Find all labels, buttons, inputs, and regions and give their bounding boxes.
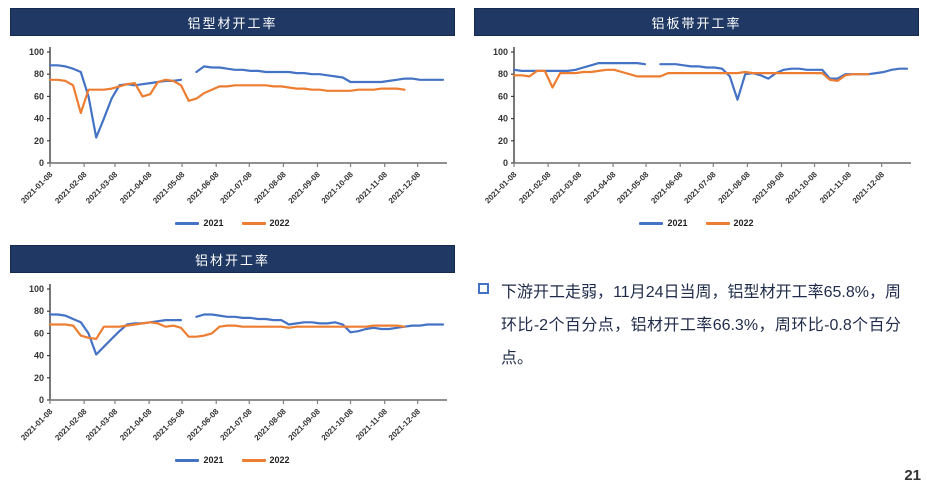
svg-text:80: 80: [498, 69, 508, 79]
svg-text:0: 0: [503, 158, 508, 168]
svg-text:2021-01-08: 2021-01-08: [19, 170, 55, 206]
legend-item-2022: 2022: [241, 218, 290, 228]
svg-text:80: 80: [34, 306, 44, 316]
legend-label: 2022: [269, 455, 290, 465]
svg-text:60: 60: [34, 328, 44, 338]
svg-text:2021-05-08: 2021-05-08: [615, 170, 651, 206]
svg-text:2021-06-08: 2021-06-08: [185, 407, 221, 443]
svg-text:60: 60: [34, 91, 44, 101]
svg-text:2021-03-08: 2021-03-08: [84, 170, 120, 206]
svg-text:100: 100: [493, 47, 508, 57]
aluminum-material-chart-card: 铝材开工率 0 20 40 60 80 100 2021-01-08 2021-02-08 20…: [10, 245, 455, 467]
commentary-block: 下游开工走弱，11月24日当周，铝型材开工率65.8%，周环比-2个百分点，铝材…: [478, 276, 908, 375]
svg-text:2021-05-08: 2021-05-08: [151, 170, 187, 206]
svg-text:2021-08-08: 2021-08-08: [253, 170, 289, 206]
line-swatch-icon: [175, 458, 200, 462]
svg-text:2021-04-08: 2021-04-08: [582, 170, 618, 206]
line-swatch-icon: [175, 221, 200, 225]
svg-text:0: 0: [39, 395, 44, 405]
legend-label: 2021: [667, 218, 688, 228]
legend-label: 2021: [203, 455, 224, 465]
legend-item-2021: 2021: [175, 455, 224, 465]
chart-title-bar: 铝材开工率: [10, 245, 455, 273]
svg-text:2021-12-08: 2021-12-08: [851, 170, 887, 206]
chart-legend: 2021 2022: [10, 453, 455, 467]
chart-title: 铝板带开工率: [651, 15, 742, 31]
svg-text:2021-01-08: 2021-01-08: [483, 170, 519, 206]
svg-text:2021-08-08: 2021-08-08: [253, 407, 289, 443]
svg-text:80: 80: [34, 69, 44, 79]
svg-text:20: 20: [498, 136, 508, 146]
svg-text:2021-09-08: 2021-09-08: [751, 170, 787, 206]
svg-text:2021-06-08: 2021-06-08: [185, 170, 221, 206]
svg-text:2021-09-08: 2021-09-08: [287, 170, 323, 206]
svg-text:2021-05-08: 2021-05-08: [151, 407, 187, 443]
svg-text:2021-04-08: 2021-04-08: [118, 407, 154, 443]
square-bullet-icon: [478, 283, 489, 294]
svg-text:2021-07-08: 2021-07-08: [682, 170, 718, 206]
svg-text:100: 100: [29, 284, 44, 294]
svg-text:2021-10-08: 2021-10-08: [320, 170, 356, 206]
svg-text:2021-11-08: 2021-11-08: [354, 407, 389, 442]
chart-legend: 2021 2022: [10, 216, 455, 230]
svg-text:60: 60: [498, 91, 508, 101]
legend-item-2022: 2022: [705, 218, 754, 228]
line-swatch-icon: [639, 221, 664, 225]
aluminum-plate-strip-chart-card: 铝板带开工率 0 20 40 60 80 100 2021-01-08 2021-02-08 2…: [474, 8, 919, 230]
svg-text:2021-02-08: 2021-02-08: [53, 170, 89, 206]
chart-title-bar: 铝板带开工率: [474, 8, 919, 36]
legend-item-2022: 2022: [241, 455, 290, 465]
chart-title: 铝材开工率: [194, 252, 270, 268]
svg-text:2021-02-08: 2021-02-08: [517, 170, 553, 206]
svg-text:0: 0: [39, 158, 44, 168]
svg-text:2021-06-08: 2021-06-08: [649, 170, 685, 206]
svg-text:2021-03-08: 2021-03-08: [548, 170, 584, 206]
aluminum-profile-chart-card: 铝型材开工率 0 20 40 60 80 100 2021-01-08 2021-02-08 2…: [10, 8, 455, 230]
svg-text:2021-10-08: 2021-10-08: [320, 407, 356, 443]
chart-legend: 2021 2022: [474, 216, 919, 230]
line-chart: 0 20 40 60 80 100 2021-01-082021-02-082021-03-…: [19, 284, 447, 443]
svg-text:2021-01-08: 2021-01-08: [19, 407, 55, 443]
svg-text:100: 100: [29, 47, 44, 57]
svg-text:2021-07-08: 2021-07-08: [218, 407, 254, 443]
svg-text:2021-04-08: 2021-04-08: [118, 170, 154, 206]
legend-label: 2021: [203, 218, 224, 228]
commentary-text: 下游开工走弱，11月24日当周，铝型材开工率65.8%，周环比-2个百分点，铝材…: [501, 284, 901, 367]
legend-label: 2022: [269, 218, 290, 228]
svg-text:40: 40: [498, 114, 508, 124]
svg-text:2021-12-08: 2021-12-08: [387, 407, 423, 443]
svg-text:2021-12-08: 2021-12-08: [387, 170, 423, 206]
svg-text:40: 40: [34, 351, 44, 361]
svg-text:2021-03-08: 2021-03-08: [84, 407, 120, 443]
line-swatch-icon: [241, 221, 266, 225]
svg-text:40: 40: [34, 114, 44, 124]
svg-text:2021-11-08: 2021-11-08: [818, 170, 853, 205]
legend-item-2021: 2021: [639, 218, 688, 228]
svg-text:20: 20: [34, 136, 44, 146]
line-chart: 0 20 40 60 80 100 2021-01-082021-02-082021-03-…: [483, 47, 911, 206]
line-swatch-icon: [241, 458, 266, 462]
chart-title-bar: 铝型材开工率: [10, 8, 455, 36]
svg-text:2021-02-08: 2021-02-08: [53, 407, 89, 443]
line-swatch-icon: [705, 221, 730, 225]
svg-text:2021-08-08: 2021-08-08: [717, 170, 753, 206]
svg-text:2021-11-08: 2021-11-08: [354, 170, 389, 205]
svg-text:2021-10-08: 2021-10-08: [784, 170, 820, 206]
svg-text:2021-09-08: 2021-09-08: [287, 407, 323, 443]
legend-label: 2022: [733, 218, 754, 228]
svg-text:20: 20: [34, 373, 44, 383]
line-chart: 0 20 40 60 80 100 2021-01-082021-02-082021-03-…: [19, 47, 447, 206]
chart-title: 铝型材开工率: [187, 15, 278, 31]
svg-text:2021-07-08: 2021-07-08: [218, 170, 254, 206]
legend-item-2021: 2021: [175, 218, 224, 228]
